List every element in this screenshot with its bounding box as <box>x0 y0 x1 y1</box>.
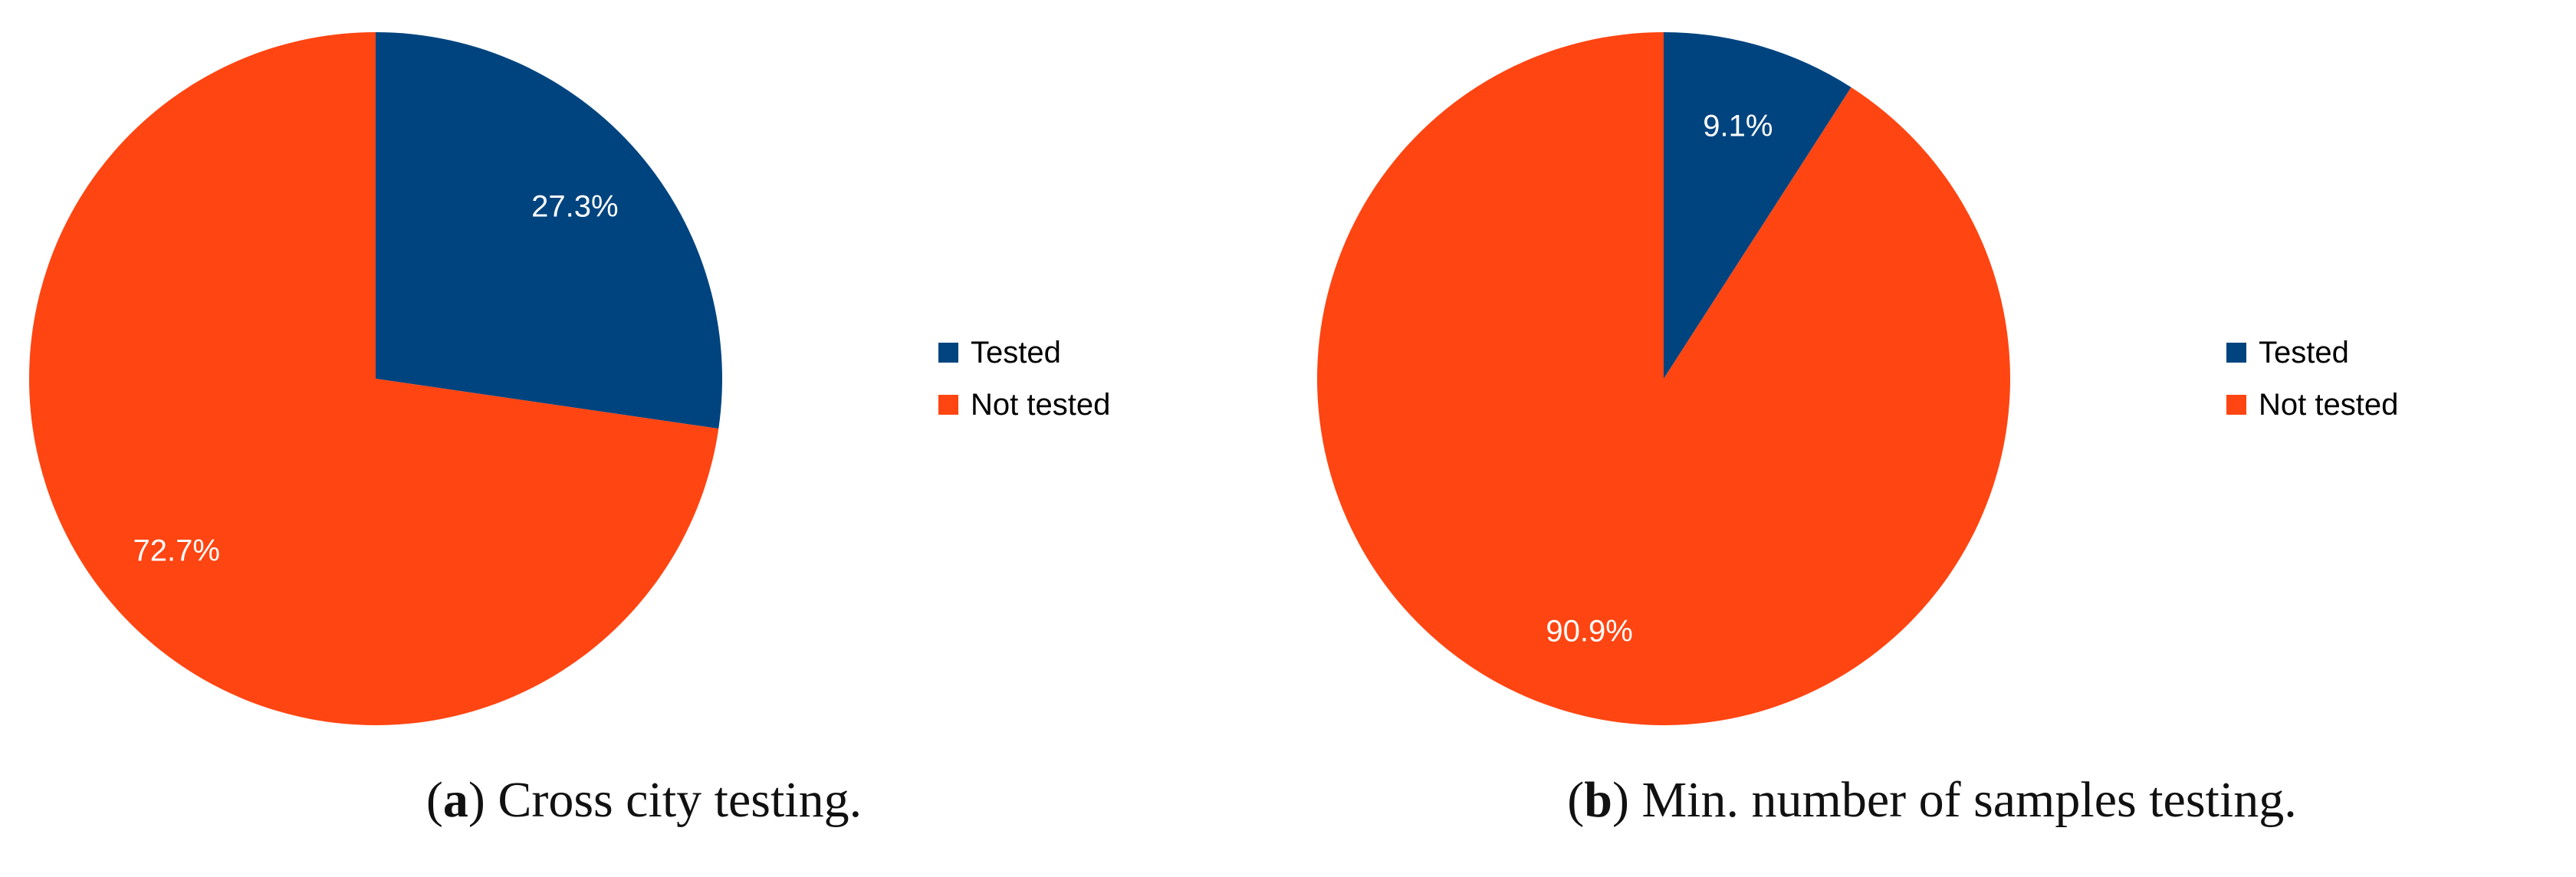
pie-slice-not-tested <box>1317 32 2010 725</box>
legend-swatch-not-tested <box>938 395 958 415</box>
legend-label-not-tested: Not tested <box>2259 388 2398 422</box>
slice-value-label-not-tested: 72.7% <box>133 534 219 568</box>
legend-label-tested: Tested <box>2259 336 2349 370</box>
legend-swatch-tested <box>2226 343 2246 363</box>
chart-panel-b: 9.1% 90.9% Tested Not tested (b) Min. numbe… <box>1288 0 2576 877</box>
caption-a: (a) Cross city testing. <box>426 772 863 828</box>
pie-chart-a: 27.3% 72.7% Tested Not tested <box>28 32 1110 726</box>
legend-swatch-tested <box>938 343 958 363</box>
legend-swatch-not-tested <box>2226 395 2246 415</box>
legend-label-not-tested: Not tested <box>971 388 1110 422</box>
chart-panel-a: 27.3% 72.7% Tested Not tested (a) Cross cit… <box>28 32 1110 828</box>
slice-value-label-not-tested: 90.9% <box>1546 615 1632 649</box>
legend-label-tested: Tested <box>971 336 1061 370</box>
pie-chart-b: 9.1% 90.9% Tested Not tested <box>1317 32 2398 725</box>
caption-letter-a: a <box>442 772 468 828</box>
caption-letter-b: b <box>1584 772 1612 828</box>
slice-value-label-tested: 27.3% <box>531 189 618 223</box>
caption-text-a: Cross city testing. <box>498 772 863 828</box>
slice-value-label-tested: 9.1% <box>1703 109 1773 143</box>
pie-slice-tested <box>376 32 722 429</box>
caption-text-b: Min. number of samples testing. <box>1641 772 2297 828</box>
caption-b: (b) Min. number of samples testing. <box>1567 772 2297 828</box>
pie-slice-tested <box>1664 32 1852 379</box>
pie-slice-not-tested <box>28 32 719 726</box>
